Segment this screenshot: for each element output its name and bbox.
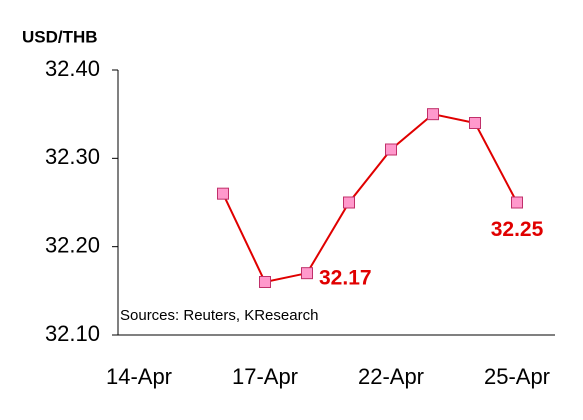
y-tick-label: 32.10 xyxy=(45,321,100,346)
chart-title: USD/THB xyxy=(22,27,98,46)
marker xyxy=(427,108,439,121)
x-tick-label: 17-Apr xyxy=(232,364,298,389)
x-tick-label: 14-Apr xyxy=(106,364,172,389)
marker xyxy=(301,267,313,280)
x-tick-label: 22-Apr xyxy=(358,364,424,389)
y-tick-label: 32.20 xyxy=(45,232,100,257)
data-label: 32.17 xyxy=(319,267,372,290)
y-tick-label: 32.30 xyxy=(45,144,100,169)
marker xyxy=(511,196,523,209)
marker xyxy=(469,117,481,129)
source-note: Sources: Reuters, KResearch xyxy=(120,307,318,324)
y-tick-label: 32.40 xyxy=(45,56,100,81)
x-tick-label: 25-Apr xyxy=(484,364,550,389)
data-label: 32.25 xyxy=(491,218,544,241)
marker xyxy=(343,196,355,209)
marker xyxy=(385,143,397,156)
line xyxy=(222,113,518,284)
marker xyxy=(217,187,229,200)
marker xyxy=(259,276,271,288)
